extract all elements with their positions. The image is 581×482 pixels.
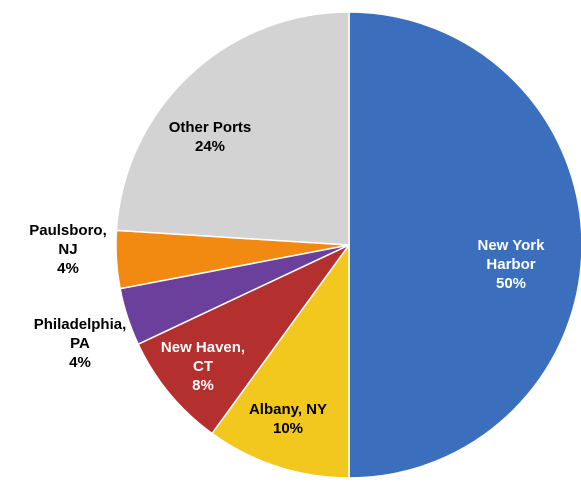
value-label: 50% [496,275,526,292]
slice-label: Other Ports [169,119,252,136]
value-label: 4% [69,354,91,371]
slice-label: Paulsboro, NJ [29,222,107,258]
pie-slice [137,244,350,435]
slice-label: New Haven, CT [161,339,245,375]
value-label: 4% [57,260,79,277]
value-label: 24% [195,138,225,155]
slice-label: New York Harbor [478,237,546,273]
slice-label: Albany, NY [249,401,327,418]
pie-slice [348,11,581,479]
value-label: 8% [192,377,214,394]
pie-slice [210,242,350,479]
slice-label: Philadelphia, PA [34,316,127,352]
pie-slice [115,11,350,246]
value-label: 10% [273,420,303,437]
